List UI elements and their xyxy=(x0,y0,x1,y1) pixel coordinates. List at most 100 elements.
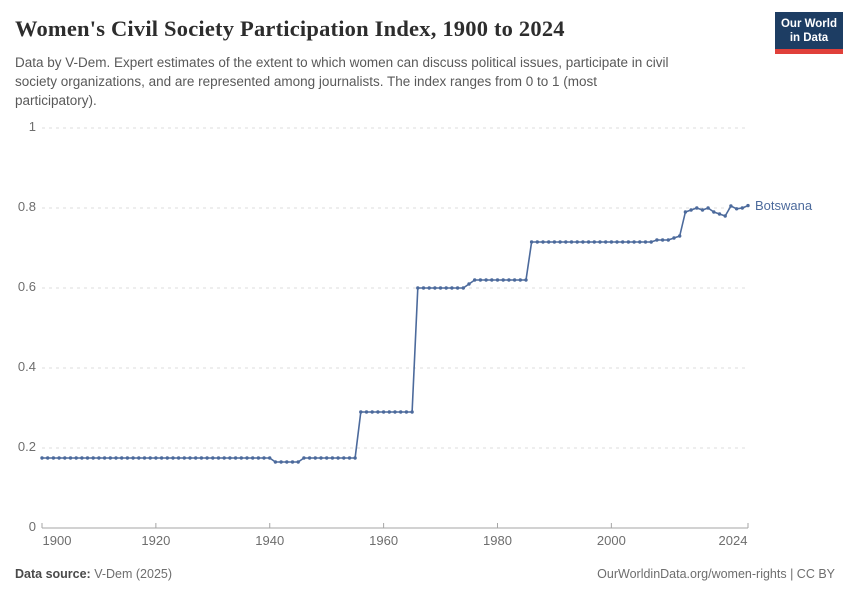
data-point-marker xyxy=(626,240,631,244)
data-point-marker xyxy=(85,456,90,460)
data-point-marker xyxy=(490,278,494,282)
data-point-marker xyxy=(547,240,551,244)
data-point-marker xyxy=(68,456,73,460)
data-point-marker xyxy=(666,238,670,242)
data-point-marker xyxy=(541,240,545,244)
data-point-marker xyxy=(102,456,107,460)
data-point-marker xyxy=(484,278,488,282)
owid-logo-line2: in Data xyxy=(789,32,829,44)
data-point-marker xyxy=(723,214,727,218)
data-point-marker xyxy=(239,456,243,460)
y-axis-tick-label: 0.2 xyxy=(17,439,36,454)
data-point-marker xyxy=(97,456,101,460)
data-point-marker xyxy=(211,456,215,460)
footer-link[interactable]: OurWorldinData.org/women-rights | CC BY xyxy=(597,567,835,581)
data-point-marker xyxy=(586,240,591,244)
data-point-marker xyxy=(251,456,255,460)
data-point-marker xyxy=(131,456,135,460)
data-point-marker xyxy=(125,456,130,460)
data-point-marker xyxy=(535,240,539,244)
owid-logo[interactable]: Our World in Data xyxy=(775,12,843,54)
data-point-marker xyxy=(176,456,181,460)
data-point-marker xyxy=(399,410,403,414)
data-point-marker xyxy=(438,286,443,290)
data-point-marker xyxy=(171,456,175,460)
data-point-marker xyxy=(592,240,596,244)
data-point-marker xyxy=(57,456,61,460)
data-point-marker xyxy=(296,460,300,464)
chart-subtitle: Data by V-Dem. Expert estimates of the e… xyxy=(15,53,669,110)
data-point-marker xyxy=(91,456,95,460)
data-point-marker xyxy=(51,456,56,460)
data-point-marker xyxy=(467,282,471,286)
data-point-marker xyxy=(683,210,688,214)
data-point-marker xyxy=(142,456,147,460)
data-point-marker xyxy=(182,456,186,460)
data-point-marker xyxy=(461,286,465,290)
data-point-marker xyxy=(410,410,414,414)
data-point-marker xyxy=(205,456,209,460)
data-point-marker xyxy=(569,240,574,244)
data-point-marker xyxy=(393,410,397,414)
data-point-marker xyxy=(518,278,522,282)
data-point-marker xyxy=(342,456,346,460)
data-point-marker xyxy=(655,238,659,242)
data-point-marker xyxy=(746,203,750,208)
x-axis-tick-label: 1940 xyxy=(255,533,285,548)
y-axis-tick-label: 0.4 xyxy=(17,359,36,374)
data-point-marker xyxy=(40,456,44,460)
data-point-marker xyxy=(558,240,562,244)
data-point-marker xyxy=(689,208,693,212)
data-point-marker xyxy=(256,456,261,460)
chart-subtitle-line: society organizations, and are represent… xyxy=(15,74,598,89)
data-point-marker xyxy=(381,410,386,414)
data-point-marker xyxy=(695,206,699,210)
data-point-marker xyxy=(222,456,226,460)
data-point-marker xyxy=(199,456,204,460)
x-axis-tick-label: 1980 xyxy=(483,533,512,548)
data-point-marker xyxy=(495,278,500,282)
data-point-marker xyxy=(473,278,477,282)
data-point-marker xyxy=(734,207,739,211)
data-point-marker xyxy=(245,456,249,460)
data-point-marker xyxy=(524,278,528,282)
data-point-marker xyxy=(120,456,124,460)
series-entity-label[interactable]: Botswana xyxy=(755,197,813,213)
y-axis-tick-label: 0.6 xyxy=(17,279,36,294)
data-point-marker xyxy=(376,410,380,414)
data-point-marker xyxy=(46,456,50,460)
data-source-label: Data source: xyxy=(15,567,91,581)
data-point-marker xyxy=(165,456,169,460)
chart-subtitle-line: participatory). xyxy=(15,93,97,108)
data-point-marker xyxy=(108,456,113,460)
data-point-marker xyxy=(598,240,602,244)
data-point-marker xyxy=(313,456,317,460)
data-point-marker xyxy=(262,456,266,460)
data-point-marker xyxy=(370,410,374,414)
data-point-marker xyxy=(336,456,340,460)
data-point-marker xyxy=(74,456,78,460)
y-axis-tick-label: 1 xyxy=(28,119,36,134)
data-point-marker xyxy=(194,456,198,460)
data-point-marker xyxy=(501,278,505,282)
chart-title: Women's Civil Society Participation Inde… xyxy=(15,16,565,41)
data-point-marker xyxy=(159,456,164,460)
y-axis-tick-label: 0 xyxy=(28,519,36,534)
data-source-value: V-Dem (2025) xyxy=(90,567,173,581)
data-point-marker xyxy=(148,456,152,460)
data-point-marker xyxy=(649,240,653,244)
data-point-marker xyxy=(678,234,682,238)
data-point-marker xyxy=(706,206,710,210)
data-point-marker xyxy=(529,240,534,244)
data-point-marker xyxy=(700,208,705,212)
data-point-marker xyxy=(421,286,426,290)
data-point-marker xyxy=(512,278,517,282)
series-line xyxy=(42,204,749,463)
data-point-marker xyxy=(604,240,608,244)
data-point-marker xyxy=(643,240,648,244)
data-point-marker xyxy=(137,456,141,460)
data-point-marker xyxy=(552,240,557,244)
data-point-marker xyxy=(581,240,585,244)
data-point-marker xyxy=(609,240,614,244)
